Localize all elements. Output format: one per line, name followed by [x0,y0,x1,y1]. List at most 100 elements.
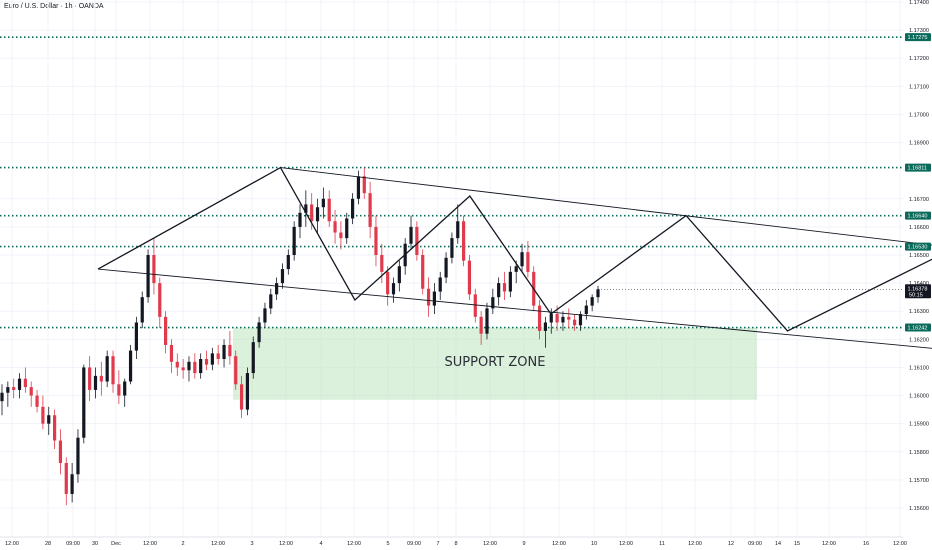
time-tick-label: 11 [659,541,665,547]
candle-body [432,291,436,306]
candle-body [350,198,355,219]
candle-body [362,176,366,194]
candle-body [239,384,244,410]
candle-body [152,255,156,284]
level-badge [905,163,931,172]
candle-body [29,387,33,396]
time-tick-label: 12 [728,541,734,547]
candle-body [543,322,548,331]
candle-body [269,294,273,309]
time-tick-label: 28 [45,541,51,547]
candle-body [52,415,57,441]
candle-body [339,232,343,239]
time-tick-label: 12:00 [347,541,361,547]
price-tick-label: 1.17100 [909,84,929,90]
candle-body [450,238,454,258]
candle-body [158,283,162,317]
price-tick-label: 1.16100 [909,365,929,371]
candle-body [175,361,179,368]
candle-body [438,277,442,292]
candle-body [537,305,542,331]
time-tick-label: 12:00 [5,541,19,547]
candlestick-series [0,167,600,506]
level-badge [905,323,931,332]
candle-body [567,316,571,320]
time-tick-label: 12:00 [483,541,497,547]
time-tick-label: 10 [591,541,597,547]
candle-body [462,221,466,261]
candle-body [386,271,390,295]
candle-body [216,353,220,360]
candle-body [479,316,483,334]
price-tick-label: 1.15900 [909,422,929,428]
candle-body [123,381,127,396]
candle-body [526,252,530,272]
support-zone: SUPPORT ZONE [233,327,757,400]
support-zone-rect [233,327,757,400]
candle-body [590,297,594,306]
time-tick-label: 3 [250,541,253,547]
candle-body [397,266,401,284]
candle-body [444,257,448,278]
candle-body [491,297,495,309]
candle-body [520,252,524,267]
price-tick-label: 1.15800 [909,450,929,456]
candle-body [257,322,261,343]
time-tick-label: 7 [436,541,439,547]
current-price-badge [905,284,931,299]
candle-body [502,283,507,292]
price-tick-label: 1.16500 [909,253,929,259]
price-scale: 1.17400 1.17300 1.17200 1.17100 1.17000 1.169… [909,0,929,512]
candle-body [578,314,583,326]
time-scale: 12:00 28 09:00 30 Dec 12:00 2 12:00 3 12:00 4 12:00… [0,536,907,547]
price-tick-label: 1.16300 [909,309,929,315]
candle-body [415,226,419,255]
candle-body [169,344,174,362]
time-tick-label: 4 [319,541,322,547]
price-tick-label: 1.16700 [909,197,929,203]
candle-body [421,255,425,289]
candle-body [426,288,431,306]
zigzag-past-path [97,166,932,332]
time-tick-label: 12:00 [279,541,293,547]
candle-body [549,314,553,323]
candle-body [93,375,98,390]
candle-body [204,359,209,365]
candle-body [374,226,378,255]
candle-body [292,226,296,255]
candle-body [245,373,250,410]
candle-body [327,198,331,222]
candle-body [280,269,285,284]
price-tick-label: 1.16600 [909,225,929,231]
time-tick-label: 14 [775,541,781,547]
time-tick-label: 9 [522,541,525,547]
candle-body [199,359,203,374]
time-tick-label: 12:00 [893,541,907,547]
time-tick-label: 8 [454,541,457,547]
candle-body [210,353,214,365]
candle-body [117,384,121,396]
candle-body [315,207,320,222]
candle-body [497,283,501,298]
candle-body [286,255,290,270]
level-badge-label: 1.16640 [908,214,928,220]
candle-body [88,367,92,390]
candle-body [321,198,325,208]
candle-body [6,387,10,393]
candle-body [140,297,144,323]
candle-body [584,305,588,315]
level-badge-label: 1.17275 [908,35,928,41]
candle-body [304,204,308,213]
candle-body [12,387,16,390]
candle-body [485,308,489,334]
price-tick-label: 1.17400 [909,0,929,6]
candle-body [134,322,138,351]
time-tick-label: 09:00 [407,541,421,547]
time-tick-label: 12:00 [688,541,702,547]
price-tick-label: 1.15600 [909,506,929,512]
candle-body [368,193,372,227]
candle-body [70,474,74,494]
candle-body [193,361,197,374]
candle-body [234,356,238,385]
